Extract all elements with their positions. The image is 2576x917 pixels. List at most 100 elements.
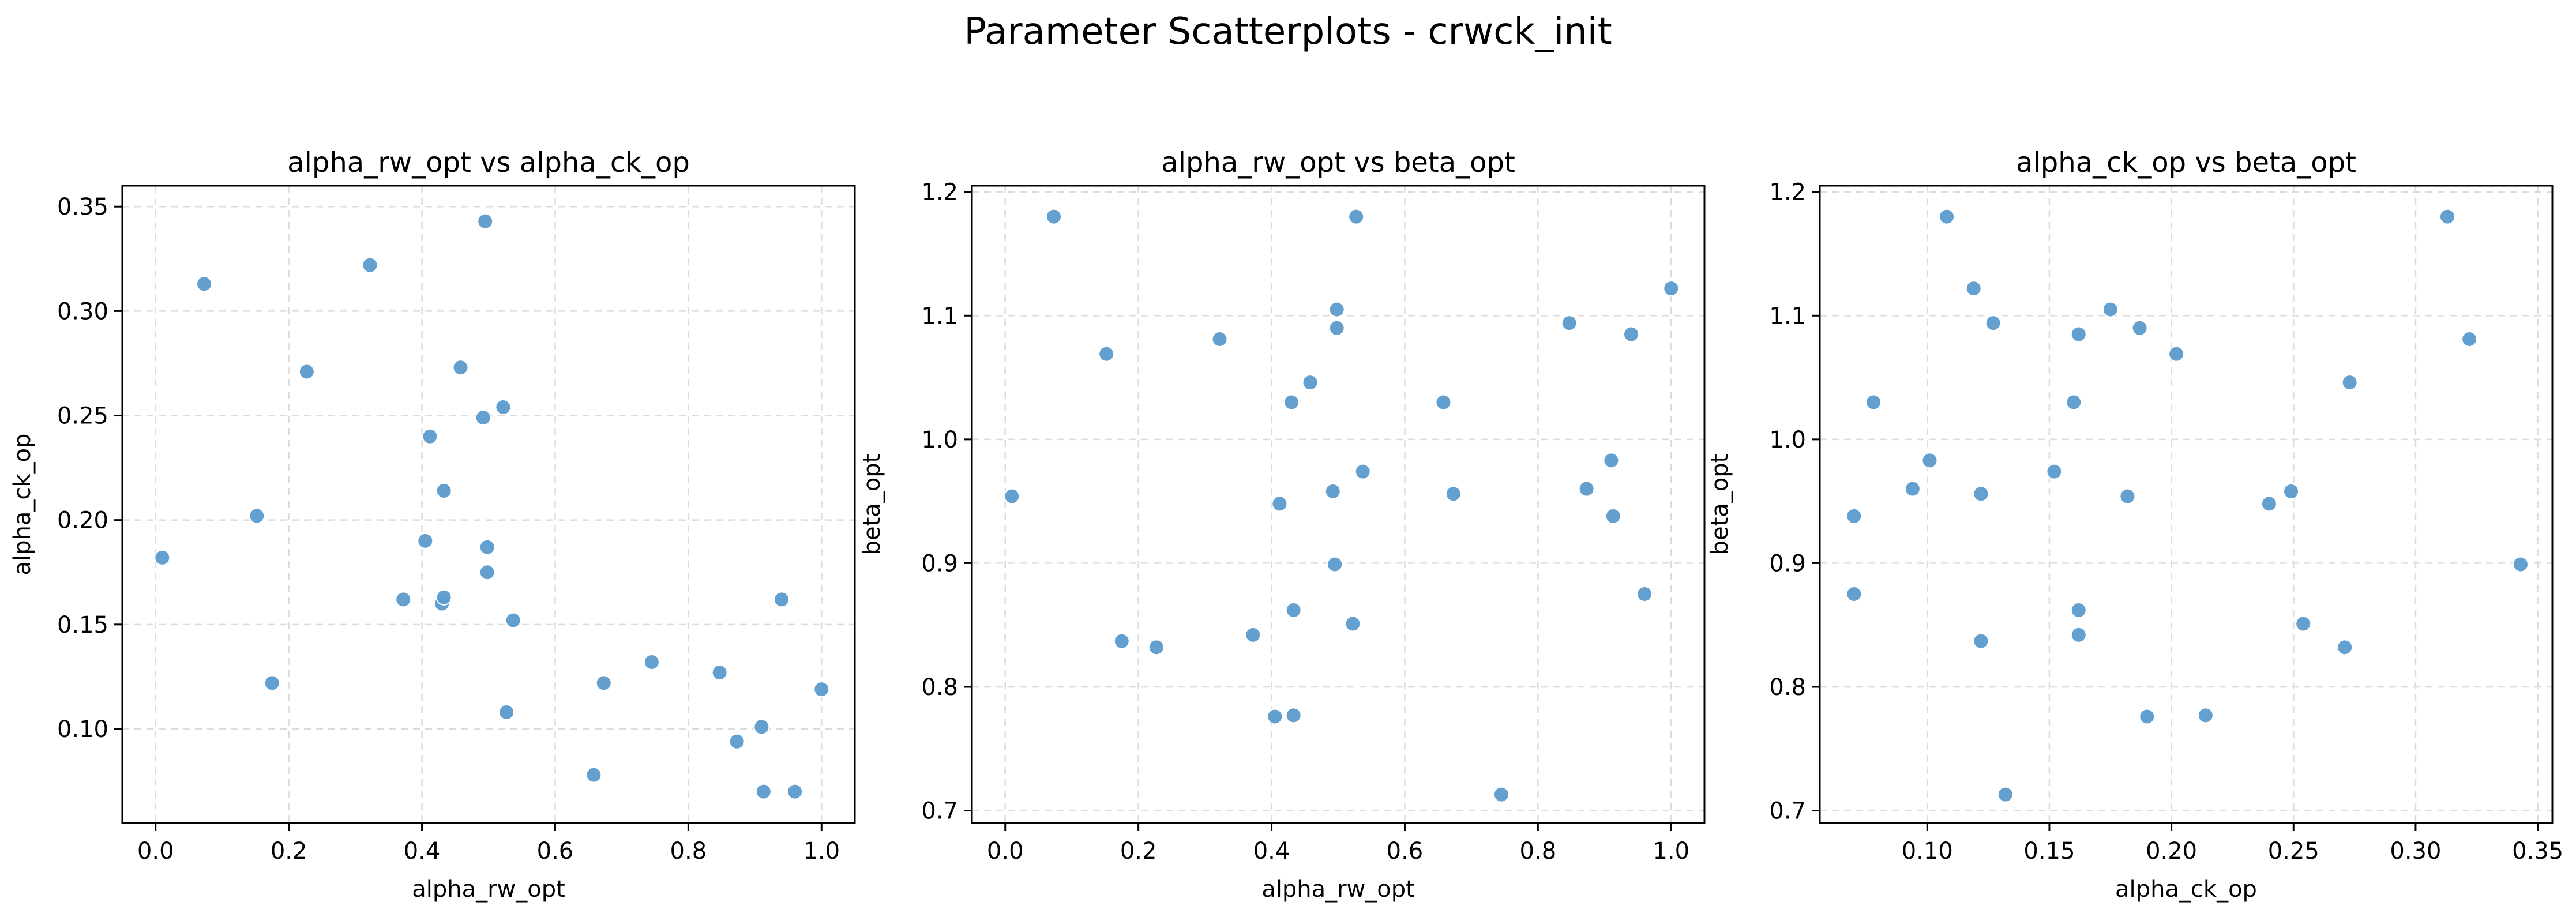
x-axis-label: alpha_rw_opt [412, 876, 565, 903]
x-axis-label: alpha_ck_op [2115, 876, 2257, 903]
data-point [1445, 486, 1462, 502]
y-tick-label: 0.7 [1769, 798, 1806, 825]
data-point [479, 564, 495, 581]
y-tick-label: 0.35 [57, 194, 108, 220]
data-point [753, 719, 770, 735]
x-tick-label: 0.2 [271, 838, 307, 865]
data-point [498, 704, 515, 720]
x-tick-label: 0.2 [1120, 838, 1157, 865]
data-point [787, 783, 803, 800]
data-point [1578, 480, 1595, 497]
y-tick-label: 0.8 [921, 674, 958, 701]
x-tick-label: 0.25 [2268, 838, 2319, 865]
plot-frame [971, 185, 1706, 824]
y-tick-label: 0.7 [921, 798, 958, 825]
data-point [1973, 633, 1989, 649]
y-tick-label: 0.10 [57, 716, 108, 743]
y-tick-label: 1.1 [1769, 303, 1806, 329]
y-tick-label: 0.8 [1769, 674, 1806, 701]
data-point [2139, 708, 2156, 725]
data-point [495, 399, 512, 416]
data-point [435, 482, 452, 499]
plot-frame [1819, 185, 2554, 824]
data-point [1283, 394, 1300, 411]
data-point [1636, 586, 1653, 603]
data-point [1302, 374, 1319, 391]
data-point [249, 508, 265, 524]
panel-title: alpha_rw_opt vs alpha_ck_op [287, 146, 690, 179]
y-tick-label: 0.9 [1769, 550, 1806, 577]
data-point [1148, 639, 1165, 656]
data-point [479, 539, 495, 555]
y-tick-label: 0.30 [57, 298, 108, 325]
y-tick-label: 1.1 [921, 303, 958, 329]
data-point [196, 276, 213, 292]
data-point [1965, 280, 1982, 297]
data-point [1939, 208, 1955, 225]
data-point [1561, 315, 1578, 332]
data-point [1921, 452, 1938, 469]
data-point [1603, 452, 1620, 469]
data-point [475, 409, 491, 426]
data-point [1997, 786, 2014, 803]
y-tick-label: 0.25 [57, 403, 108, 430]
x-tick-label: 0.30 [2390, 838, 2441, 865]
data-point [1271, 495, 1288, 512]
data-point [2066, 394, 2082, 411]
data-point [2119, 488, 2136, 505]
data-point [773, 591, 790, 608]
data-point [264, 675, 280, 691]
data-point [154, 549, 171, 566]
y-tick-label: 1.0 [1769, 427, 1806, 453]
scatter-panel-2: 0.0 0.2 0.4 0.6 0.8 1.0 0.7 0.8 0.9 1.0 1.1 1.2 alph… [859, 146, 1706, 903]
data-point [422, 428, 438, 445]
data-point [1623, 326, 1639, 343]
data-point [417, 532, 434, 549]
data-point [362, 257, 378, 273]
data-point [1267, 708, 1283, 725]
data-point [2070, 602, 2087, 618]
y-axis-label: beta_opt [859, 454, 885, 555]
x-tick-label: 0.8 [1520, 838, 1557, 865]
data-point [1846, 508, 1862, 524]
data-point [2260, 495, 2277, 512]
x-tick-label: 0.8 [670, 838, 707, 865]
data-point [643, 654, 660, 671]
data-point [2046, 463, 2063, 480]
data-point [452, 359, 469, 376]
x-tick-label: 1.0 [1653, 838, 1689, 865]
data-point [1846, 586, 1862, 603]
data-point [1865, 394, 1882, 411]
data-point [1113, 633, 1130, 649]
data-point [2070, 626, 2087, 643]
data-point [1245, 626, 1261, 643]
data-point [2341, 374, 2358, 391]
data-point [813, 681, 830, 698]
data-point [711, 664, 728, 681]
data-point [1328, 301, 1345, 318]
data-point [1211, 331, 1228, 348]
y-tick-label: 0.9 [921, 550, 958, 577]
data-point [2168, 345, 2185, 362]
x-tick-label: 0.15 [2023, 838, 2075, 865]
data-point [2070, 326, 2087, 343]
y-tick-label: 1.0 [921, 427, 958, 453]
x-tick-label: 0.4 [404, 838, 441, 865]
x-tick-label: 0.20 [2146, 838, 2197, 865]
data-point [1285, 707, 1302, 724]
data-point [505, 612, 521, 629]
data-point [2131, 320, 2148, 336]
x-tick-label: 0.6 [1387, 838, 1424, 865]
y-tick-label: 1.2 [1769, 179, 1806, 206]
data-point [2102, 301, 2119, 318]
data-point [1345, 615, 1361, 632]
x-axis-label: alpha_rw_opt [1261, 876, 1415, 903]
x-tick-label: 0.10 [1902, 838, 1953, 865]
data-point [1493, 786, 1509, 803]
y-axis-label: alpha_ck_op [9, 434, 36, 576]
data-point [1327, 556, 1343, 573]
data-point [1348, 208, 1365, 225]
data-point [1098, 345, 1115, 362]
figure-title: Parameter Scatterplots - crwck_init [964, 10, 1612, 53]
